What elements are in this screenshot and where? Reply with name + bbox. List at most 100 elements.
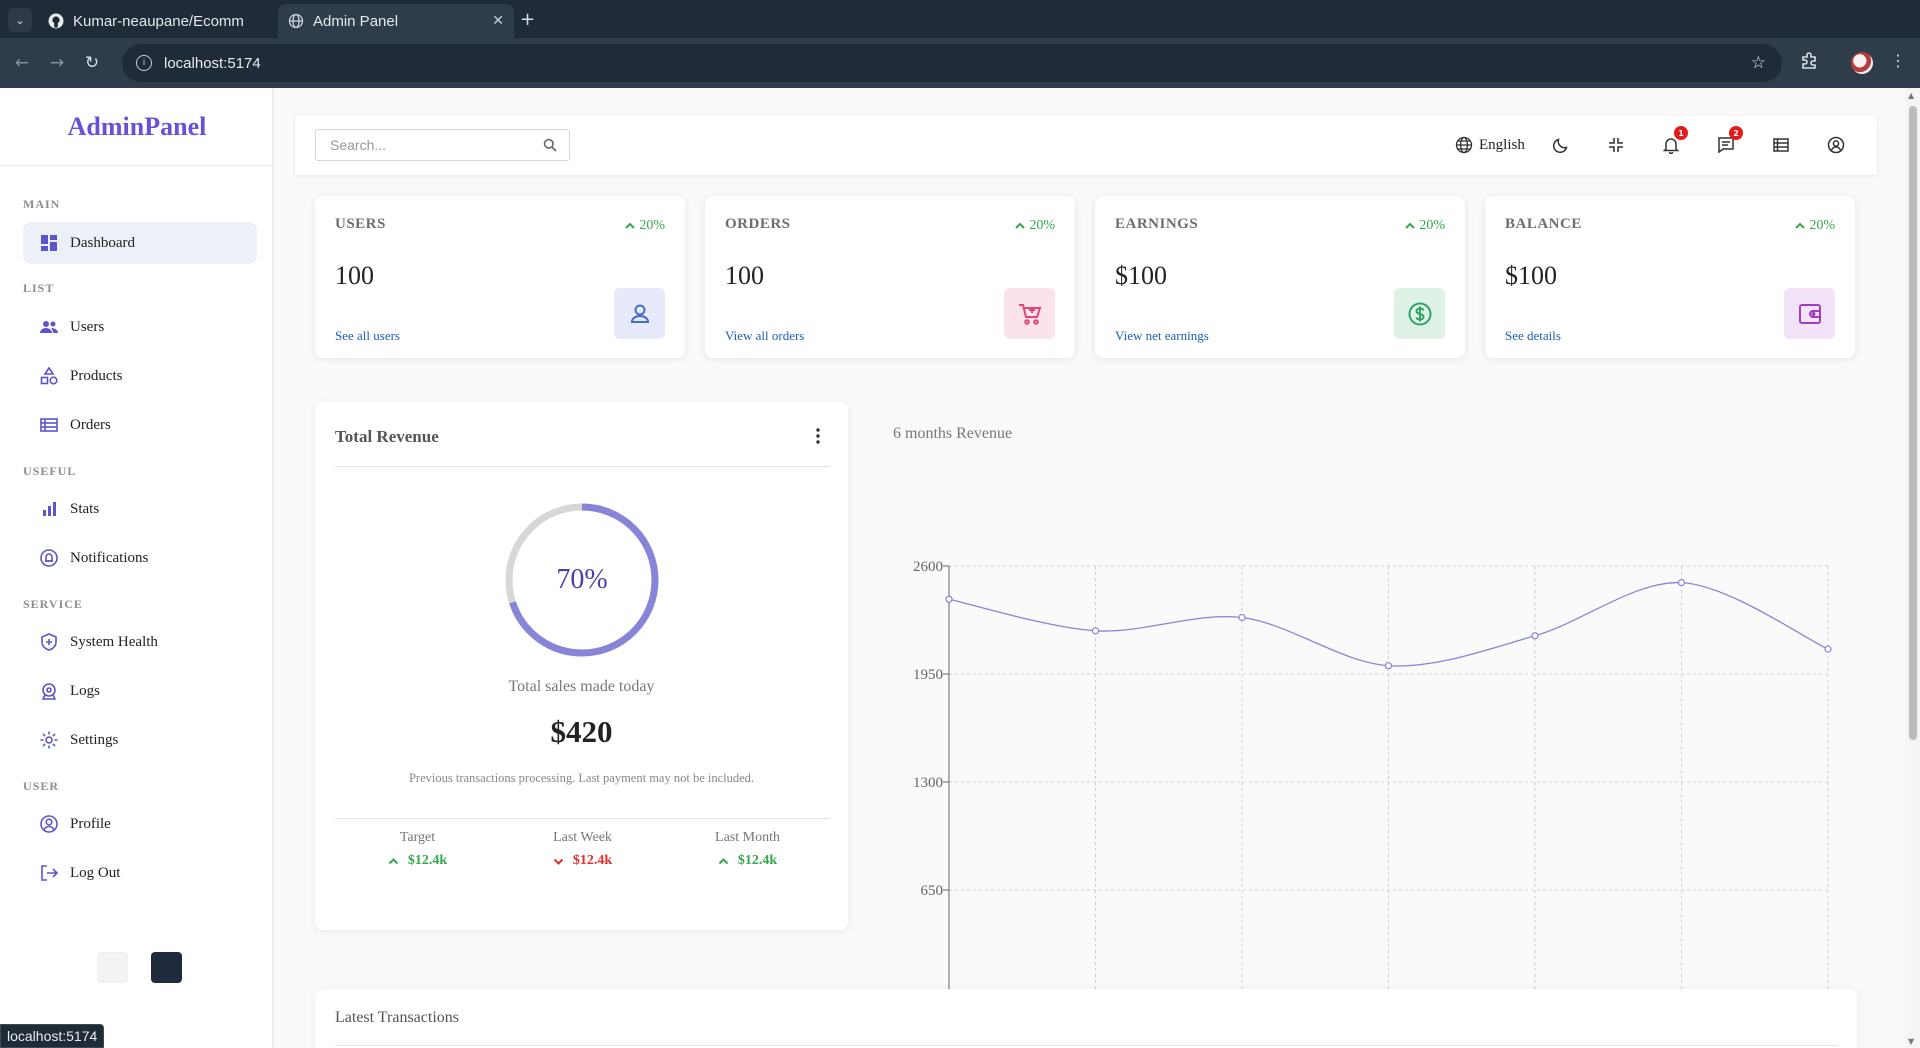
url-text: localhost:5174 <box>164 54 261 72</box>
sidebar-item-label: Logs <box>70 682 100 699</box>
sidebar-item-profile[interactable]: Profile <box>23 803 257 845</box>
stat-label: Last Month <box>715 830 780 845</box>
notifications-icon <box>40 549 58 567</box>
stat-last-month: Last Month $12.4k <box>665 830 830 869</box>
language-selector[interactable]: English <box>1455 134 1525 156</box>
divider <box>335 818 830 819</box>
search-icon[interactable] <box>543 138 557 152</box>
sidebar-item-orders[interactable]: Orders <box>23 404 257 446</box>
section-user: USER <box>23 779 60 793</box>
widget-icon-box <box>1004 288 1055 339</box>
widget-value: 100 <box>725 261 764 290</box>
light-theme-swatch[interactable] <box>97 952 128 983</box>
sidebar-item-users[interactable]: Users <box>23 306 257 348</box>
sidebar-item-logout[interactable]: Log Out <box>23 852 257 894</box>
widget-percentage: 20% <box>624 218 665 234</box>
widget-orders: ORDERS 20% 100 View all orders <box>705 196 1075 358</box>
dark-mode-toggle[interactable] <box>1552 134 1570 156</box>
bell-icon <box>1662 138 1680 154</box>
browser-tab-github[interactable]: Kumar-neaupane/Ecomm <box>38 4 274 38</box>
admin-app: AdminPanel MAIN Dashboard LIST Users Pro… <box>0 88 1920 1048</box>
sidebar-item-notifications[interactable]: Notifications <box>23 537 257 579</box>
sidebar-item-settings[interactable]: Settings <box>23 719 257 761</box>
divider <box>335 466 830 467</box>
y-tick-label: 2600 <box>913 559 943 575</box>
back-icon[interactable]: ← <box>14 53 30 73</box>
dashboard-icon <box>41 235 57 251</box>
scrollbar-thumb[interactable] <box>1909 106 1917 740</box>
data-point <box>1238 613 1246 622</box>
logout-icon <box>41 865 59 881</box>
sidebar-item-products[interactable]: Products <box>23 355 257 397</box>
forward-icon[interactable]: → <box>49 53 65 73</box>
widget-value: $100 <box>1505 261 1557 290</box>
widget-link[interactable]: View all orders <box>725 328 805 343</box>
widget-link[interactable]: See all users <box>335 328 400 343</box>
sidebar-item-label: Profile <box>70 815 111 832</box>
tab-search-button[interactable]: ⌄ <box>8 8 32 32</box>
widget-link[interactable]: See details <box>1505 328 1561 343</box>
widget-percentage: 20% <box>1014 218 1055 234</box>
sidebar-item-logs[interactable]: Logs <box>23 670 257 712</box>
sidebar-item-label: Stats <box>70 500 100 517</box>
browser-profile-avatar[interactable] <box>1851 52 1873 74</box>
latest-transactions-title: Latest Transactions <box>335 1009 459 1026</box>
y-tick-label: 1950 <box>913 667 943 683</box>
list-view-button[interactable] <box>1772 134 1790 156</box>
page-scrollbar[interactable]: ▲ ▼ <box>1905 88 1920 1048</box>
notifications-button[interactable]: 1 <box>1662 126 1688 156</box>
person-icon <box>630 304 649 323</box>
scroll-up-arrow[interactable]: ▲ <box>1908 91 1915 100</box>
arrow-up-icon <box>1405 222 1416 229</box>
sidebar-item-system-health[interactable]: System Health <box>23 621 257 663</box>
close-tab-icon[interactable]: ✕ <box>492 13 504 29</box>
data-point <box>1677 579 1686 587</box>
fullscreen-exit-button[interactable] <box>1607 134 1625 156</box>
scroll-down-arrow[interactable]: ▼ <box>1908 1037 1915 1046</box>
sidebar-item-stats[interactable]: Stats <box>23 488 257 530</box>
data-point <box>1091 627 1100 635</box>
bookmark-star-icon[interactable]: ☆ <box>1750 53 1766 73</box>
new-tab-button[interactable]: + <box>520 9 536 30</box>
fullscreen-exit-icon <box>1609 138 1623 152</box>
widget-value: 100 <box>335 261 374 290</box>
sales-amount: $420 <box>550 714 613 749</box>
browser-menu-icon[interactable]: ⋮ <box>1890 51 1906 70</box>
data-point <box>945 595 953 603</box>
stat-value: $12.4k <box>665 853 830 869</box>
moon-icon <box>1552 138 1568 154</box>
language-label: English <box>1479 136 1525 153</box>
section-useful: USEFUL <box>23 464 77 478</box>
stat-value: $12.4k <box>335 853 500 869</box>
messages-button[interactable]: 2 <box>1717 126 1743 156</box>
section-list: LIST <box>23 281 55 295</box>
top-navbar: Search... English 1 2 <box>295 116 1877 175</box>
more-vert-icon[interactable] <box>816 428 820 444</box>
sidebar-item-dashboard[interactable]: Dashboard <box>23 222 257 264</box>
sidebar-item-label: Settings <box>70 731 119 748</box>
bar-chart-icon <box>43 502 56 516</box>
sidebar-item-label: System Health <box>70 633 158 650</box>
extensions-icon[interactable] <box>1800 51 1818 73</box>
stat-target: Target $12.4k <box>335 830 500 869</box>
account-button[interactable] <box>1827 134 1845 156</box>
dark-theme-swatch[interactable] <box>151 952 182 983</box>
data-point <box>1531 632 1539 640</box>
category-icon <box>40 366 58 385</box>
browser-toolbar: ← → ↻ i localhost:5174 ☆ ⋮ <box>0 38 1920 88</box>
health-shield-icon <box>41 633 57 651</box>
progress-percent: 70% <box>556 564 608 595</box>
stat-label: Last Week <box>553 830 612 845</box>
revenue-line-chart: 0650130019502600Janfebmarchaprilmayjunej… <box>913 559 1840 1042</box>
reload-icon[interactable]: ↻ <box>84 53 100 73</box>
app-logo[interactable]: AdminPanel <box>0 88 274 166</box>
arrow-up-icon <box>1015 222 1026 229</box>
widget-icon-box <box>1784 288 1835 339</box>
search-box[interactable]: Search... <box>315 129 570 161</box>
widget-link[interactable]: View net earnings <box>1115 328 1209 343</box>
site-info-icon[interactable]: i <box>136 55 152 71</box>
dollar-icon <box>1408 302 1431 325</box>
search-input[interactable]: Search... <box>330 137 387 153</box>
address-bar[interactable]: i localhost:5174 ☆ <box>122 44 1782 82</box>
browser-tab-admin-panel[interactable]: Admin Panel ✕ <box>278 4 514 38</box>
